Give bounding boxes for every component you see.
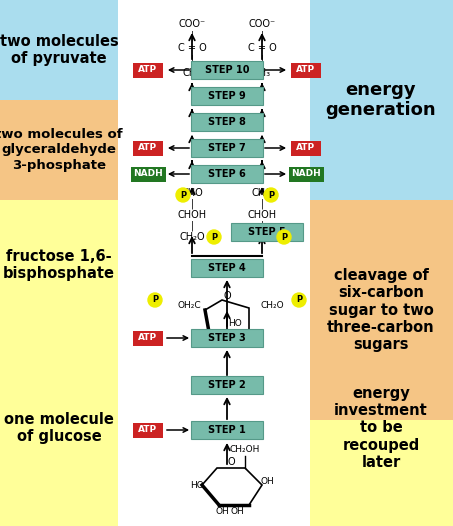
Text: ATP: ATP [139,333,158,342]
Text: CH₂O: CH₂O [260,301,284,310]
Text: OH: OH [215,508,229,517]
Text: C = O: C = O [178,43,207,53]
Text: ATP: ATP [139,144,158,153]
FancyBboxPatch shape [133,422,163,438]
Text: P: P [152,296,158,305]
Text: |: | [190,31,193,41]
Text: two molecules
of pyruvate: two molecules of pyruvate [0,34,118,66]
Text: CHO: CHO [251,188,273,198]
Text: STEP 7: STEP 7 [208,143,246,153]
Text: NADH: NADH [291,169,321,178]
Text: STEP 4: STEP 4 [208,263,246,273]
Bar [0,100,118,200]
Text: ATP: ATP [139,426,158,434]
FancyBboxPatch shape [133,330,163,346]
Text: COO⁻: COO⁻ [178,19,206,29]
Text: STEP 3: STEP 3 [208,333,246,343]
Text: |: | [260,55,264,65]
Text: CH₂OH: CH₂OH [230,446,260,454]
Text: COO⁻: COO⁻ [248,19,275,29]
Circle shape [277,230,291,244]
Text: STEP 6: STEP 6 [208,169,246,179]
Text: |: | [190,221,193,231]
Text: CHOH: CHOH [178,210,207,220]
FancyBboxPatch shape [231,223,303,241]
Text: P: P [180,190,186,199]
Text: CH₂O: CH₂O [249,232,275,242]
Text: CHOH: CHOH [247,210,277,220]
Text: STEP 8: STEP 8 [208,117,246,127]
Circle shape [264,188,278,202]
Text: ATP: ATP [296,144,316,153]
Text: |: | [190,199,193,209]
FancyBboxPatch shape [191,376,263,394]
Bar [310,200,453,420]
Text: ATP: ATP [296,66,316,75]
Text: STEP 10: STEP 10 [205,65,249,75]
Text: two molecules of
glyceraldehyde
3-phosphate: two molecules of glyceraldehyde 3-phosph… [0,128,123,171]
Text: CH₃: CH₃ [253,68,271,78]
Text: STEP 5: STEP 5 [248,227,286,237]
FancyBboxPatch shape [289,167,323,181]
Text: energy
investment
to be
recouped
later: energy investment to be recouped later [334,386,428,470]
Text: STEP 2: STEP 2 [208,380,246,390]
Text: |: | [260,31,264,41]
FancyBboxPatch shape [191,329,263,347]
Bar [0,0,118,100]
FancyBboxPatch shape [130,167,165,181]
FancyBboxPatch shape [291,63,321,77]
Bar [310,330,453,526]
Text: O: O [223,291,231,301]
Text: energy
generation: energy generation [326,80,436,119]
Text: C = O: C = O [248,43,276,53]
Text: |: | [260,199,264,209]
Text: STEP 1: STEP 1 [208,425,246,435]
Text: ATP: ATP [139,66,158,75]
FancyBboxPatch shape [291,140,321,156]
Text: |: | [260,221,264,231]
Text: NADH: NADH [133,169,163,178]
Text: OH: OH [260,478,274,487]
Text: HO: HO [228,319,242,328]
Circle shape [176,188,190,202]
Text: P: P [211,232,217,241]
Text: HO: HO [190,480,204,490]
Text: O: O [227,457,235,467]
Text: |: | [190,55,193,65]
Text: CHO: CHO [181,188,203,198]
Text: OH₂C: OH₂C [177,301,201,310]
Bar [0,200,118,330]
FancyBboxPatch shape [191,139,263,157]
FancyBboxPatch shape [191,113,263,131]
Circle shape [207,230,221,244]
Text: OH: OH [230,508,244,517]
Text: OH: OH [210,336,224,345]
Text: cleavage of
six-carbon
sugar to two
three-carbon
sugars: cleavage of six-carbon sugar to two thre… [327,268,435,352]
FancyBboxPatch shape [191,61,263,79]
Text: P: P [268,190,274,199]
Text: STEP 9: STEP 9 [208,91,246,101]
Circle shape [292,293,306,307]
Text: P: P [296,296,302,305]
FancyBboxPatch shape [191,165,263,183]
Text: CH₃: CH₃ [183,68,201,78]
Circle shape [148,293,162,307]
FancyBboxPatch shape [191,421,263,439]
Text: fructose 1,6-
bisphosphate: fructose 1,6- bisphosphate [3,249,115,281]
Bar [0,330,118,526]
FancyBboxPatch shape [133,140,163,156]
Text: one molecule
of glucose: one molecule of glucose [4,412,114,444]
Text: OH: OH [235,336,249,345]
Bar [310,0,453,200]
Text: CH₂O: CH₂O [179,232,205,242]
FancyBboxPatch shape [133,63,163,77]
FancyBboxPatch shape [191,87,263,105]
Text: P: P [281,232,287,241]
FancyBboxPatch shape [191,259,263,277]
